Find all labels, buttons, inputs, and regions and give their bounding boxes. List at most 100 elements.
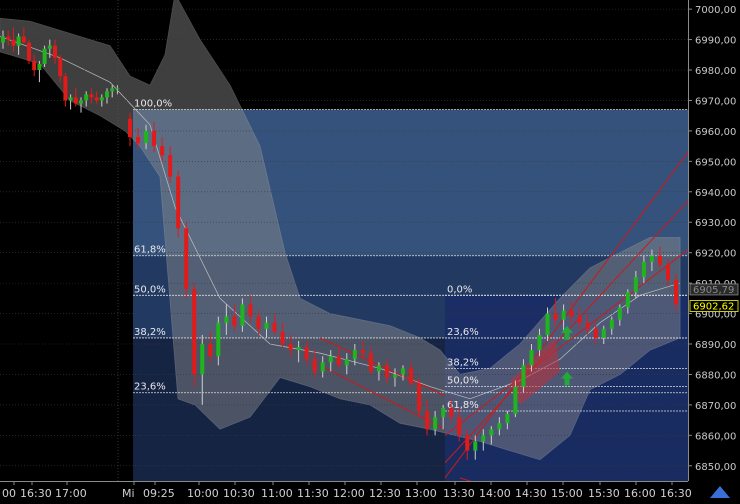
candle-body-63	[449, 407, 454, 418]
candle-body-49	[336, 356, 341, 366]
fib2-label-0: 0,0%	[447, 284, 472, 295]
fib2-label-1: 23,6%	[447, 327, 479, 338]
candle-body-40	[264, 322, 269, 329]
candle-body-65	[465, 435, 470, 451]
x-tick-label-5: 10:00	[187, 487, 219, 500]
candle-body-47	[320, 362, 325, 372]
corner-logo-icon	[710, 486, 730, 498]
candle-body-51	[352, 350, 357, 360]
candle-body-6	[32, 60, 37, 71]
price-badge-bg-1	[689, 300, 739, 312]
candle-body-69	[497, 423, 502, 430]
candle-body-71	[513, 386, 518, 415]
candle-body-5	[27, 42, 31, 61]
candle-body-46	[312, 359, 317, 372]
candle-body-14	[73, 97, 78, 104]
candle-body-44	[296, 347, 301, 351]
price-badge-bg-0	[689, 283, 739, 296]
candle-body-32	[200, 344, 205, 375]
candle-body-23	[128, 118, 132, 137]
x-tick-label-11: 13:00	[405, 487, 437, 500]
x-tick-label-17: 16:00	[624, 487, 656, 500]
candle-body-66	[473, 441, 478, 451]
fib1-label-2: 50,0%	[134, 284, 166, 295]
candle-body-81	[593, 328, 598, 338]
trend-line-4	[444, 249, 689, 436]
candle-body-68	[489, 429, 494, 436]
signal-arrow-icon-0	[561, 325, 573, 340]
x-axis-panel	[0, 481, 740, 504]
y-tick-label-8: 6920,00	[695, 249, 736, 260]
candle-body-38	[248, 304, 253, 317]
fib2-zone	[445, 295, 688, 481]
candle-body-73	[529, 350, 534, 366]
fib1-label-4: 23,6%	[134, 382, 166, 393]
candle-body-7	[37, 63, 42, 71]
x-tick-label-3: Mi	[122, 487, 135, 500]
x-tick-label-2: 17:00	[55, 487, 87, 500]
x-tick-label-12: 13:30	[443, 487, 475, 500]
candle-body-42	[280, 331, 285, 345]
candle-body-74	[537, 334, 542, 351]
candle-body-16	[84, 94, 89, 101]
candle-body-54	[376, 365, 381, 372]
y-axis-panel	[688, 0, 740, 504]
y-tick-label-11: 6890,00	[695, 340, 736, 351]
y-tick-label-2: 6980,00	[695, 66, 736, 77]
y-tick-label-7: 6930,00	[695, 218, 736, 229]
candle-body-48	[328, 356, 333, 363]
candle-body-56	[392, 374, 397, 378]
candle-body-52	[360, 350, 365, 354]
candle-body-43	[288, 344, 293, 351]
candle-body-72	[521, 365, 526, 387]
x-tick-label-1: 16:30	[20, 487, 52, 500]
x-tick-label-7: 11:00	[261, 487, 293, 500]
trend-line-0	[319, 337, 446, 397]
candle-body-15	[79, 100, 83, 104]
candle-body-29	[176, 176, 181, 229]
fib1-zone-upper	[133, 109, 688, 256]
candle-body-30	[184, 228, 189, 290]
candle-body-3	[16, 36, 21, 46]
candle-body-87	[641, 261, 646, 278]
candle-body-35	[224, 316, 229, 323]
candle-body-17	[89, 94, 94, 98]
y-tick-label-13: 6870,00	[695, 401, 736, 412]
y-tick-label-4: 6960,00	[695, 127, 736, 138]
candle-body-9	[47, 45, 52, 49]
candle-body-59	[417, 383, 422, 411]
price-badge-1: 6902,62	[693, 302, 734, 313]
y-tick-label-14: 6860,00	[695, 431, 736, 442]
x-tick-label-4: 09:25	[143, 487, 175, 500]
candle-body-36	[232, 316, 237, 326]
y-tick-label-15: 6850,00	[695, 462, 736, 473]
candle-body-1	[6, 36, 11, 40]
y-tick-label-5: 6950,00	[695, 157, 736, 168]
candle-body-37	[240, 304, 245, 326]
candle-body-77	[561, 310, 566, 320]
candle-body-86	[633, 277, 638, 293]
candle-body-20	[105, 91, 109, 98]
y-tick-label-12: 6880,00	[695, 370, 736, 381]
candle-body-75	[545, 313, 550, 335]
x-tick-label-15: 15:00	[551, 487, 583, 500]
candle-body-39	[256, 316, 261, 329]
candle-body-22	[115, 88, 120, 90]
candle-body-64	[457, 417, 462, 436]
candle-body-8	[42, 48, 47, 64]
candle-body-70	[505, 414, 510, 424]
candle-body-62	[441, 407, 446, 418]
candle-body-13	[68, 97, 73, 101]
candle-body-55	[384, 365, 389, 378]
candle-body-33	[208, 344, 213, 357]
candle-body-82	[601, 328, 606, 338]
x-tick-label-16: 15:30	[588, 487, 620, 500]
candle-body-61	[433, 417, 438, 430]
x-tick-label-0: 00	[2, 487, 16, 500]
candle-body-50	[344, 359, 349, 366]
y-tick-label-6: 6940,00	[695, 188, 736, 199]
candle-body-12	[63, 76, 68, 101]
x-tick-label-13: 14:00	[479, 487, 511, 500]
candle-body-89	[657, 255, 662, 265]
